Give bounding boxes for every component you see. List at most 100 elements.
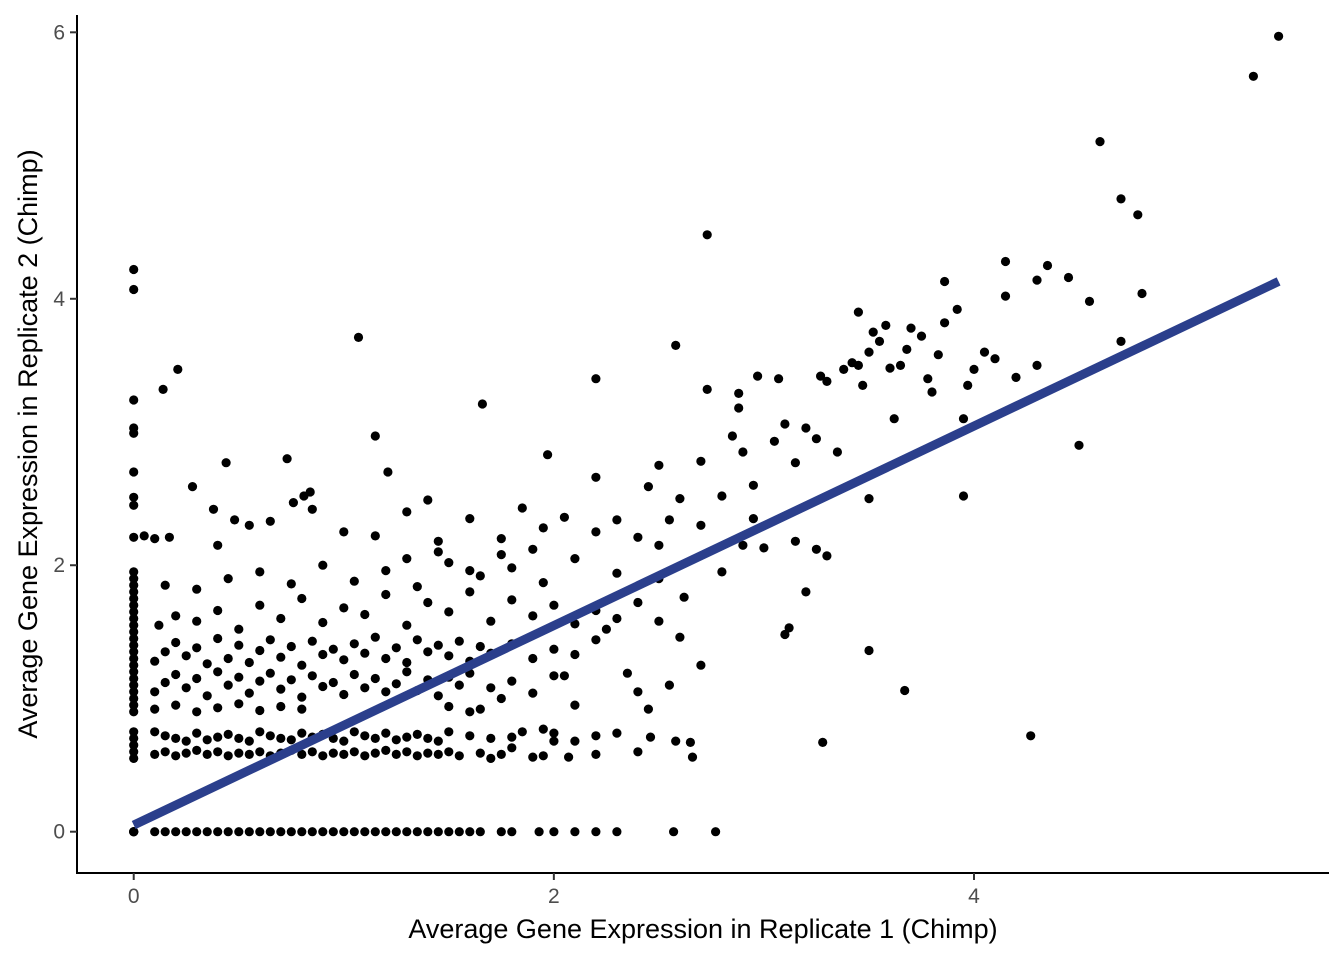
data-point: [759, 543, 768, 552]
data-point: [770, 437, 779, 446]
data-point: [224, 574, 233, 583]
data-point: [633, 598, 642, 607]
data-point: [444, 727, 453, 736]
data-point: [570, 554, 579, 563]
data-point: [680, 593, 689, 602]
data-point: [129, 533, 138, 542]
data-point: [696, 661, 705, 670]
data-point: [434, 737, 443, 746]
data-point: [434, 827, 443, 836]
data-point: [392, 735, 401, 744]
data-point: [423, 734, 432, 743]
data-point: [434, 537, 443, 546]
data-point: [570, 737, 579, 746]
data-point: [549, 645, 558, 654]
data-point: [129, 265, 138, 274]
data-point: [402, 554, 411, 563]
data-point: [255, 747, 264, 756]
data-point: [318, 561, 327, 570]
data-point: [749, 514, 758, 523]
data-point: [150, 750, 159, 759]
data-point: [266, 827, 275, 836]
data-point: [549, 729, 558, 738]
data-point: [612, 515, 621, 524]
data-point: [203, 691, 212, 700]
data-point: [717, 491, 726, 500]
data-point: [839, 365, 848, 374]
data-point: [564, 753, 573, 762]
data-point: [902, 345, 911, 354]
data-point: [289, 498, 298, 507]
data-point: [602, 625, 611, 634]
data-point: [129, 501, 138, 510]
data-point: [444, 827, 453, 836]
data-point: [423, 749, 432, 758]
data-point: [182, 749, 191, 758]
data-point: [455, 637, 464, 646]
data-point: [734, 389, 743, 398]
data-point: [507, 595, 516, 604]
y-tick-label: 6: [53, 21, 65, 44]
data-point: [276, 653, 285, 662]
data-point: [339, 750, 348, 759]
data-point: [402, 827, 411, 836]
data-point: [381, 687, 390, 696]
data-point: [953, 305, 962, 314]
data-point: [224, 681, 233, 690]
data-point: [612, 729, 621, 738]
data-point: [1001, 292, 1010, 301]
data-point: [383, 467, 392, 476]
data-points: [129, 32, 1283, 837]
data-point: [287, 827, 296, 836]
data-point: [224, 654, 233, 663]
data-point: [171, 611, 180, 620]
data-point: [165, 533, 174, 542]
data-point: [245, 750, 254, 759]
data-point: [959, 491, 968, 500]
data-point: [150, 727, 159, 736]
data-point: [255, 706, 264, 715]
data-point: [182, 651, 191, 660]
data-point: [444, 651, 453, 660]
data-point: [161, 731, 170, 740]
data-point: [671, 341, 680, 350]
data-point: [570, 701, 579, 710]
data-point: [350, 577, 359, 586]
data-point: [402, 667, 411, 676]
data-point: [612, 569, 621, 578]
data-point: [413, 751, 422, 760]
data-point: [392, 827, 401, 836]
data-point: [801, 423, 810, 432]
data-point: [927, 387, 936, 396]
data-point: [791, 458, 800, 467]
data-point: [486, 617, 495, 626]
data-point: [234, 625, 243, 634]
data-point: [444, 607, 453, 616]
data-point: [1116, 194, 1125, 203]
data-point: [339, 603, 348, 612]
data-point: [161, 747, 170, 756]
data-point: [465, 566, 474, 575]
data-point: [675, 494, 684, 503]
data-point: [654, 541, 663, 550]
data-point: [171, 734, 180, 743]
data-point: [833, 447, 842, 456]
data-point: [896, 361, 905, 370]
data-point: [360, 683, 369, 692]
data-point: [570, 827, 579, 836]
data-point: [444, 702, 453, 711]
data-point: [497, 550, 506, 559]
data-point: [696, 521, 705, 530]
data-point: [864, 494, 873, 503]
data-point: [297, 827, 306, 836]
data-point: [528, 611, 537, 620]
data-point: [255, 727, 264, 736]
data-point: [497, 694, 506, 703]
data-point: [222, 458, 231, 467]
data-point: [203, 827, 212, 836]
data-point: [266, 517, 275, 526]
data-point: [669, 827, 678, 836]
data-point: [476, 827, 485, 836]
data-point: [591, 635, 600, 644]
data-point: [245, 689, 254, 698]
